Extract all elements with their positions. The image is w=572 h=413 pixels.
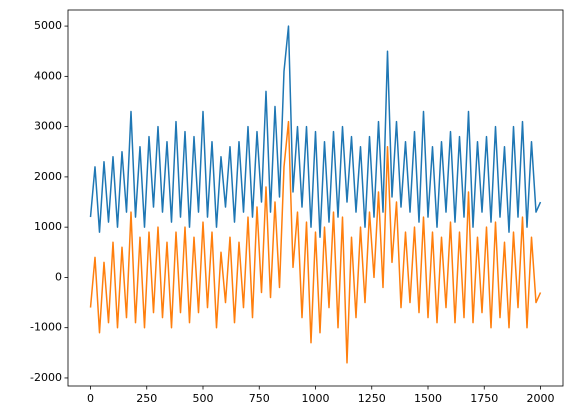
x-tick-label: 1500 — [414, 392, 442, 405]
y-tick-label: 1000 — [34, 220, 62, 233]
data-line — [89, 25, 542, 238]
x-tick-label: 1000 — [302, 392, 330, 405]
y-tick-label: 0 — [55, 270, 62, 283]
y-tick-label: 5000 — [34, 19, 62, 32]
y-tick-label: -2000 — [30, 371, 62, 384]
y-tick-label: 4000 — [34, 69, 62, 82]
x-tick-label: 250 — [136, 392, 157, 405]
x-tick-label: 0 — [87, 392, 94, 405]
x-tick-label: 500 — [193, 392, 214, 405]
data-line — [89, 120, 542, 364]
y-tick-label: 3000 — [34, 120, 62, 133]
x-tick-label: 1250 — [358, 392, 386, 405]
x-tick-label: 750 — [249, 392, 270, 405]
x-tick-label: 2000 — [527, 392, 555, 405]
y-tick-label: 2000 — [34, 170, 62, 183]
y-tick-label: -1000 — [30, 321, 62, 334]
x-tick-label: 1750 — [470, 392, 498, 405]
